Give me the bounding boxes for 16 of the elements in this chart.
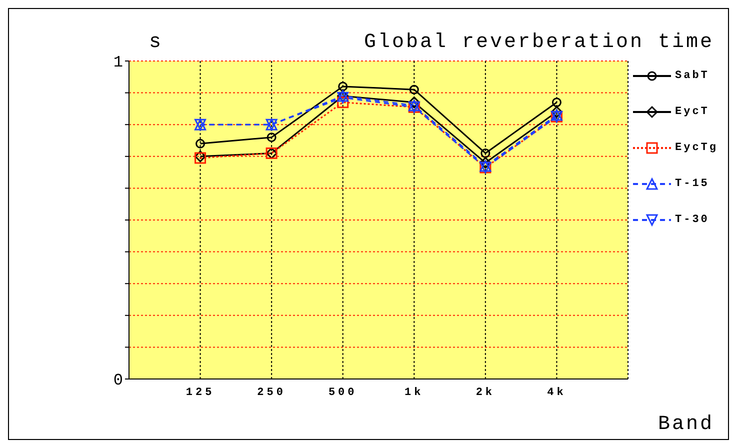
x-tick-label: 4k [547,386,566,399]
x-tick-label: 1k [404,386,424,399]
legend-label: SabT [675,69,710,83]
x-axis-title: Band [658,413,714,436]
legend-label: EycT [675,105,710,119]
x-tick-label: 125 [186,386,215,399]
y-axis-title: s [149,31,162,54]
chart-title: Global reverberation time [364,31,714,54]
x-tick-label: 2k [476,386,496,399]
legend-label: EycTg [675,141,718,155]
y-tick-label: 1 [113,54,123,72]
legend-label: T-30 [675,213,710,227]
y-tick-label: 0 [113,372,123,390]
x-tick-label: 500 [328,386,358,399]
legend-label: T-15 [675,177,710,191]
x-tick-label: 250 [257,386,286,399]
